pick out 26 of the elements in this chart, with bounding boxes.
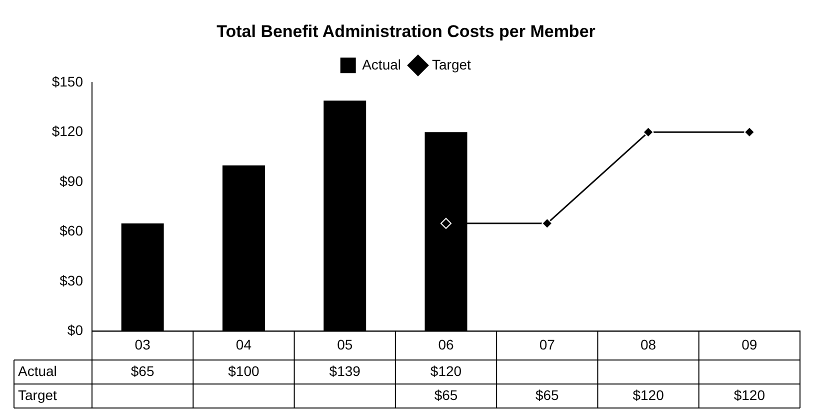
x-tick-label: 08 [640, 336, 656, 352]
x-tick-label: 09 [742, 336, 758, 352]
data-label: $65 [130, 362, 154, 379]
data-label: $120 [632, 386, 664, 403]
text: Target [18, 386, 57, 403]
y-tick-label: $60 [60, 222, 84, 239]
x-tick-label: 03 [134, 336, 151, 352]
data-label: $139 [329, 362, 361, 379]
data-label: $120 [734, 386, 766, 403]
y-tick-label: $90 [60, 172, 84, 189]
data-label: $65 [535, 386, 560, 403]
chart-title: Total Benefit Administration Costs per Member [216, 22, 596, 41]
data-label: $65 [434, 386, 458, 403]
legend-label: Target [432, 56, 472, 72]
text: Actual [18, 362, 57, 379]
x-tick-label: 05 [337, 336, 353, 352]
y-tick-label: $0 [67, 322, 84, 338]
y-tick-label: $150 [52, 73, 84, 90]
legend-label: Actual [362, 56, 402, 72]
y-tick-label: $120 [52, 123, 84, 140]
x-tick-label: 04 [236, 336, 252, 352]
data-label: $100 [228, 362, 260, 379]
y-tick-label: $30 [60, 272, 84, 288]
data-label: $120 [430, 362, 462, 379]
x-tick-label: 07 [539, 336, 556, 352]
x-tick-label: 06 [438, 336, 454, 352]
